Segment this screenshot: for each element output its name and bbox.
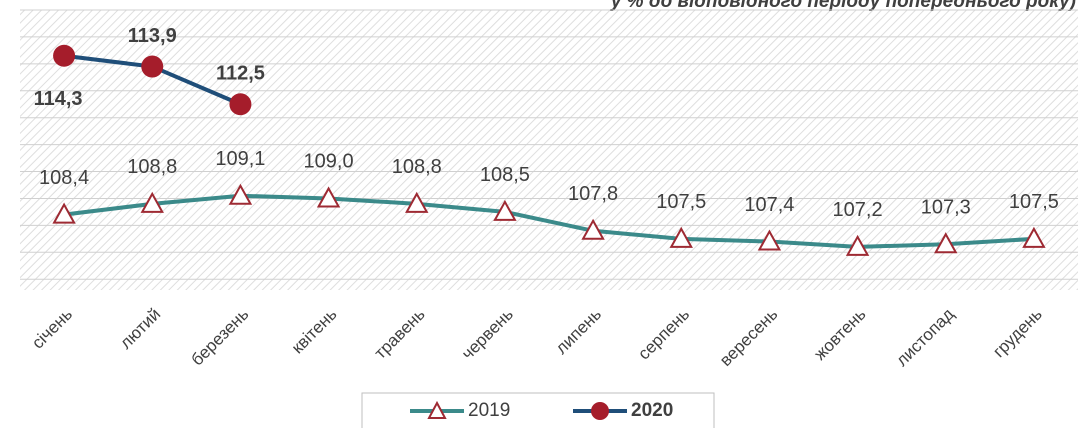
marker xyxy=(1022,226,1046,248)
legend-marker xyxy=(427,400,447,419)
data-label: 107,4 xyxy=(744,194,794,216)
plot-area xyxy=(20,10,1078,290)
marker xyxy=(229,93,252,116)
data-label: 109,1 xyxy=(215,148,265,170)
x-tick-label: січень xyxy=(28,304,76,352)
legend-label: 2020 xyxy=(631,400,673,421)
marker xyxy=(934,232,958,254)
data-label: 109,0 xyxy=(304,151,354,173)
data-label: 108,8 xyxy=(392,156,442,178)
data-label: 107,2 xyxy=(833,199,883,221)
legend-label: 2019 xyxy=(468,400,510,421)
marker xyxy=(581,218,605,240)
series-line xyxy=(63,193,1035,249)
data-label: 108,5 xyxy=(480,164,530,186)
x-tick-label: вересень xyxy=(716,304,781,369)
x-tick-label: червень xyxy=(458,304,517,363)
data-label: 108,8 xyxy=(127,156,177,178)
marker xyxy=(669,226,693,248)
data-label: 113,9 xyxy=(128,25,177,47)
marker xyxy=(53,44,76,67)
data-label: 107,8 xyxy=(568,183,618,205)
chart-subtitle: у % до відповідного періоду попереднього… xyxy=(610,0,1076,12)
x-tick-label: серпень xyxy=(634,304,693,363)
data-label: 112,5 xyxy=(216,63,265,85)
marker xyxy=(141,55,164,78)
data-label: 107,3 xyxy=(921,197,971,219)
x-tick-label: липень xyxy=(552,304,605,357)
marker xyxy=(405,191,429,213)
marker xyxy=(52,202,76,224)
marker xyxy=(316,186,341,208)
legend-marker xyxy=(591,402,609,420)
x-tick-label: листопад xyxy=(892,305,957,370)
x-tick-label: березень xyxy=(187,304,252,369)
x-tick-label: жовтень xyxy=(810,304,869,363)
marker xyxy=(493,199,517,221)
data-label: 107,5 xyxy=(1009,191,1059,213)
data-label: 114,3 xyxy=(34,88,83,110)
x-tick-label: травень xyxy=(371,304,429,362)
marker xyxy=(757,229,782,251)
data-label: 107,5 xyxy=(656,191,706,213)
marker xyxy=(845,234,870,256)
x-tick-label: лютий xyxy=(116,305,164,353)
data-label: 108,4 xyxy=(39,167,89,189)
x-tick-label: грудень xyxy=(989,304,1046,361)
marker xyxy=(228,183,253,205)
x-tick-label: квітень xyxy=(288,304,341,357)
marker xyxy=(140,191,164,213)
